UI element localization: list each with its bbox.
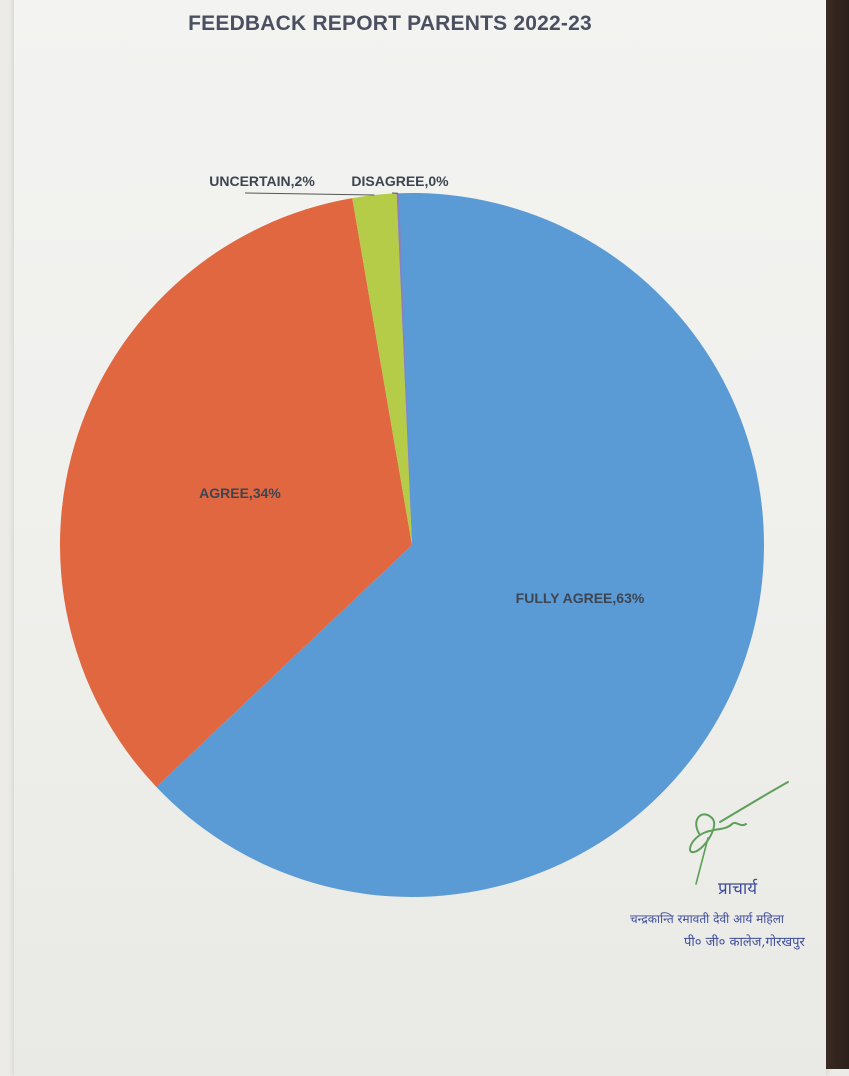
slice-label-disagree: DISAGREE,0% bbox=[351, 173, 449, 189]
signature-institution-line2: पी० जी० कालेज,गोरखपुर bbox=[684, 932, 805, 950]
signature-role: प्राचार्य bbox=[718, 876, 757, 899]
slice-label-agree: AGREE,34% bbox=[199, 485, 281, 501]
leader-line-uncertain bbox=[245, 193, 374, 195]
slice-label-fully-agree: FULLY AGREE,63% bbox=[516, 590, 645, 606]
slice-label-uncertain: UNCERTAIN,2% bbox=[209, 173, 315, 189]
signature-institution-line1: चन्द्रकान्ति रमावती देवी आर्य महिला bbox=[630, 910, 784, 927]
